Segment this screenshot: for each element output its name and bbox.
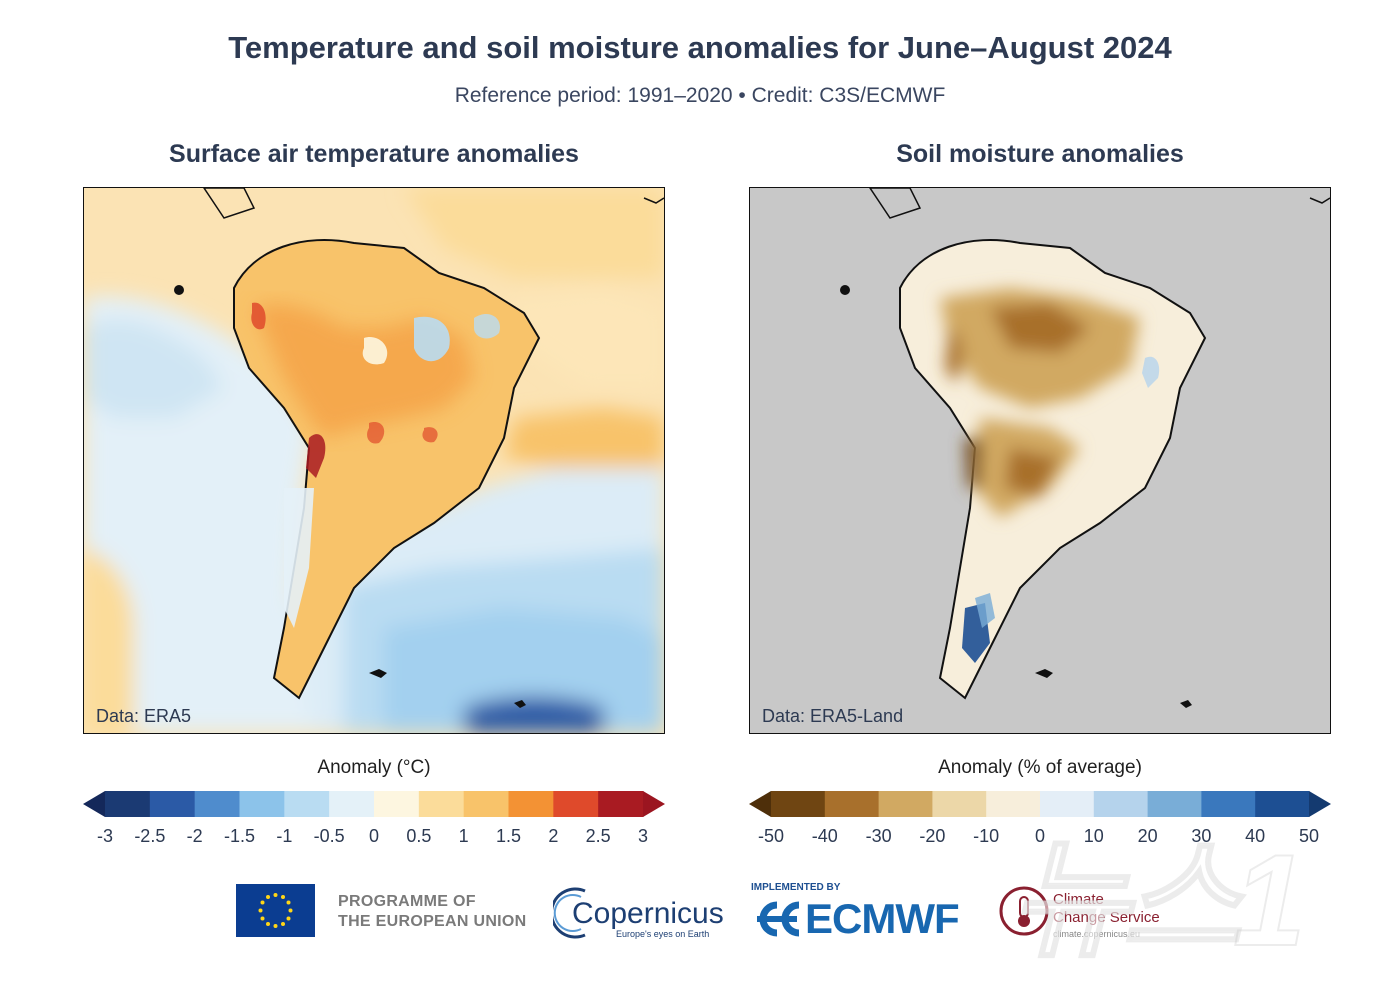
colorbar-tick-label: 0 (368, 826, 380, 846)
colorbar-tick-label: -2 (186, 826, 203, 846)
soil-moisture-anomaly-map: Data: ERA5-Land (749, 187, 1331, 734)
colorbar-segment (878, 791, 933, 817)
temperature-panel-title: Surface air temperature anomalies (169, 140, 579, 168)
climate-change-service-icon (999, 886, 1049, 936)
colorbar-tick-label: -10 (973, 826, 1000, 846)
eu-programme-text: PROGRAMME OF THE EUROPEAN UNION (338, 892, 527, 932)
temperature-colorbar-title: Anomaly (°C) (317, 757, 431, 778)
colorbar-tick-label: 3 (637, 826, 649, 846)
colorbar-tick-label: -2.5 (134, 826, 166, 846)
colorbar-segment (329, 791, 375, 817)
colorbar-tick-label: 1.5 (495, 826, 522, 846)
ecmwf-symbol-icon (757, 901, 800, 937)
colorbar-tick-label: -0.5 (313, 826, 345, 846)
climate-change-service-text: Climate Change Service (1053, 891, 1160, 927)
colorbar-tick-label: 20 (1137, 826, 1158, 846)
colorbar-extend-high (1309, 791, 1331, 817)
colorbar-tick-label: 2 (548, 826, 559, 846)
colorbar-segment (284, 791, 330, 817)
colorbar-segment (598, 791, 644, 817)
colorbar-segment (1093, 791, 1149, 817)
colorbar-segment (1147, 791, 1202, 817)
logo-bar: PROGRAMME OF THE EUROPEAN UNION Copernic… (0, 875, 1400, 955)
colorbar-tick-label: -40 (811, 826, 838, 846)
colorbar-tick-label: 40 (1245, 826, 1266, 846)
colorbar-segment (1040, 791, 1095, 817)
soil-moisture-panel-title: Soil moisture anomalies (896, 140, 1184, 168)
colorbar-tick-label: -3 (96, 826, 114, 846)
colorbar-tick-label: -1 (276, 826, 293, 846)
copernicus-logo-text: Copernicus (572, 897, 724, 930)
colorbar-extend-low (749, 791, 771, 817)
colorbar-tick-label: 10 (1083, 826, 1104, 846)
ecmwf-logo-text: ECMWF (805, 895, 960, 942)
colorbar-segment (986, 791, 1041, 817)
colorbar-segment (239, 791, 285, 817)
ecmwf-implemented-by: IMPLEMENTED BY (751, 882, 841, 893)
colorbar-tick-label: -50 (757, 826, 785, 846)
colorbar-tick-label: -20 (919, 826, 946, 846)
soil-moisture-colorbar-title: Anomaly (% of average) (938, 757, 1142, 778)
colorbar-segment (105, 791, 151, 817)
colorbar-tick-label: 2.5 (585, 826, 611, 846)
news1-watermark: 뉴스1 (1009, 826, 1306, 974)
figure-title: Temperature and soil moisture anomalies … (228, 30, 1172, 65)
colorbar-tick-label: 0 (1034, 826, 1046, 846)
colorbar-tick-label: -30 (865, 826, 892, 846)
ccs-line-2: Change Service (1053, 909, 1160, 926)
colorbar-segment (508, 791, 554, 817)
colorbar-segment (418, 791, 465, 817)
colorbar-segment (771, 791, 826, 817)
colorbar-segment (463, 791, 509, 817)
colorbar-segment (1201, 791, 1256, 817)
colorbar-tick-label: -1.5 (223, 826, 256, 846)
colorbar-segment (553, 791, 599, 817)
colorbar-segment (374, 791, 420, 817)
colorbar-segment (1255, 791, 1310, 817)
soil-moisture-colorbar (749, 791, 1331, 817)
temperature-anomaly-map: Data: ERA5 (83, 187, 665, 734)
colorbar-segment (932, 791, 987, 817)
colorbar-tick-label: 50 (1298, 826, 1320, 846)
eu-line-1: PROGRAMME OF (338, 893, 476, 910)
eu-flag-icon (236, 884, 315, 937)
figure-subtitle: Reference period: 1991–2020 • Credit: C3… (454, 84, 946, 107)
colorbar-segment (149, 791, 196, 817)
colorbar-tick-label: 0.5 (406, 826, 432, 846)
colorbar-extend-low (83, 791, 105, 817)
colorbar-tick-label: 1 (458, 826, 469, 846)
temperature-colorbar (83, 791, 665, 817)
temperature-data-source: Data: ERA5 (96, 706, 192, 726)
copernicus-arc-icon (553, 887, 586, 939)
ccs-line-1: Climate (1053, 891, 1104, 908)
colorbar-segment (824, 791, 880, 817)
colorbar-tick-label: 30 (1191, 826, 1212, 846)
colorbar-segment (194, 791, 240, 817)
soil-moisture-data-source: Data: ERA5-Land (762, 706, 904, 726)
copernicus-tagline: Europe's eyes on Earth (616, 929, 710, 939)
eu-line-2: THE EUROPEAN UNION (338, 913, 527, 930)
ccs-url: climate.copernicus.eu (1053, 929, 1141, 939)
colorbar-extend-high (643, 791, 665, 817)
